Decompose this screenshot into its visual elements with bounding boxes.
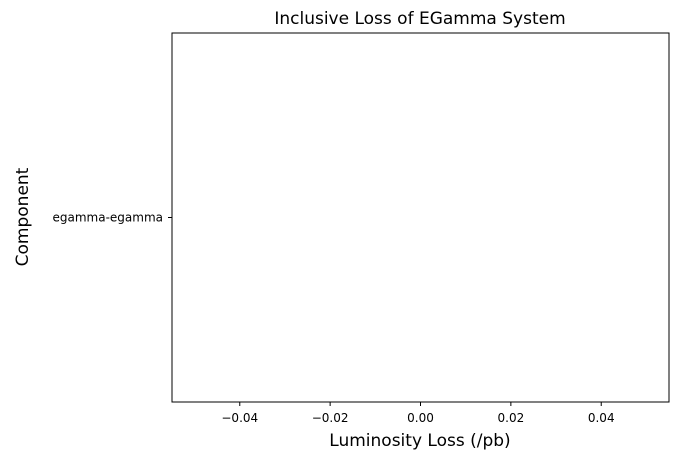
plot-area xyxy=(171,32,670,403)
x-tick-label: 0.04 xyxy=(588,411,615,425)
x-tick-label: 0.00 xyxy=(407,411,434,425)
x-axis-ticks: −0.04 −0.02 0.00 0.02 0.04 xyxy=(221,402,615,425)
y-axis-label: Component xyxy=(13,167,33,266)
x-tick-label: −0.02 xyxy=(312,411,349,425)
chart-title: Inclusive Loss of EGamma System xyxy=(274,9,565,29)
y-axis-ticks: egamma-egamma xyxy=(52,211,172,225)
x-axis-label: Luminosity Loss (/pb) xyxy=(329,431,510,451)
x-tick-label: −0.04 xyxy=(221,411,258,425)
x-tick-label: 0.02 xyxy=(498,411,525,425)
y-tick-label: egamma-egamma xyxy=(52,211,163,225)
